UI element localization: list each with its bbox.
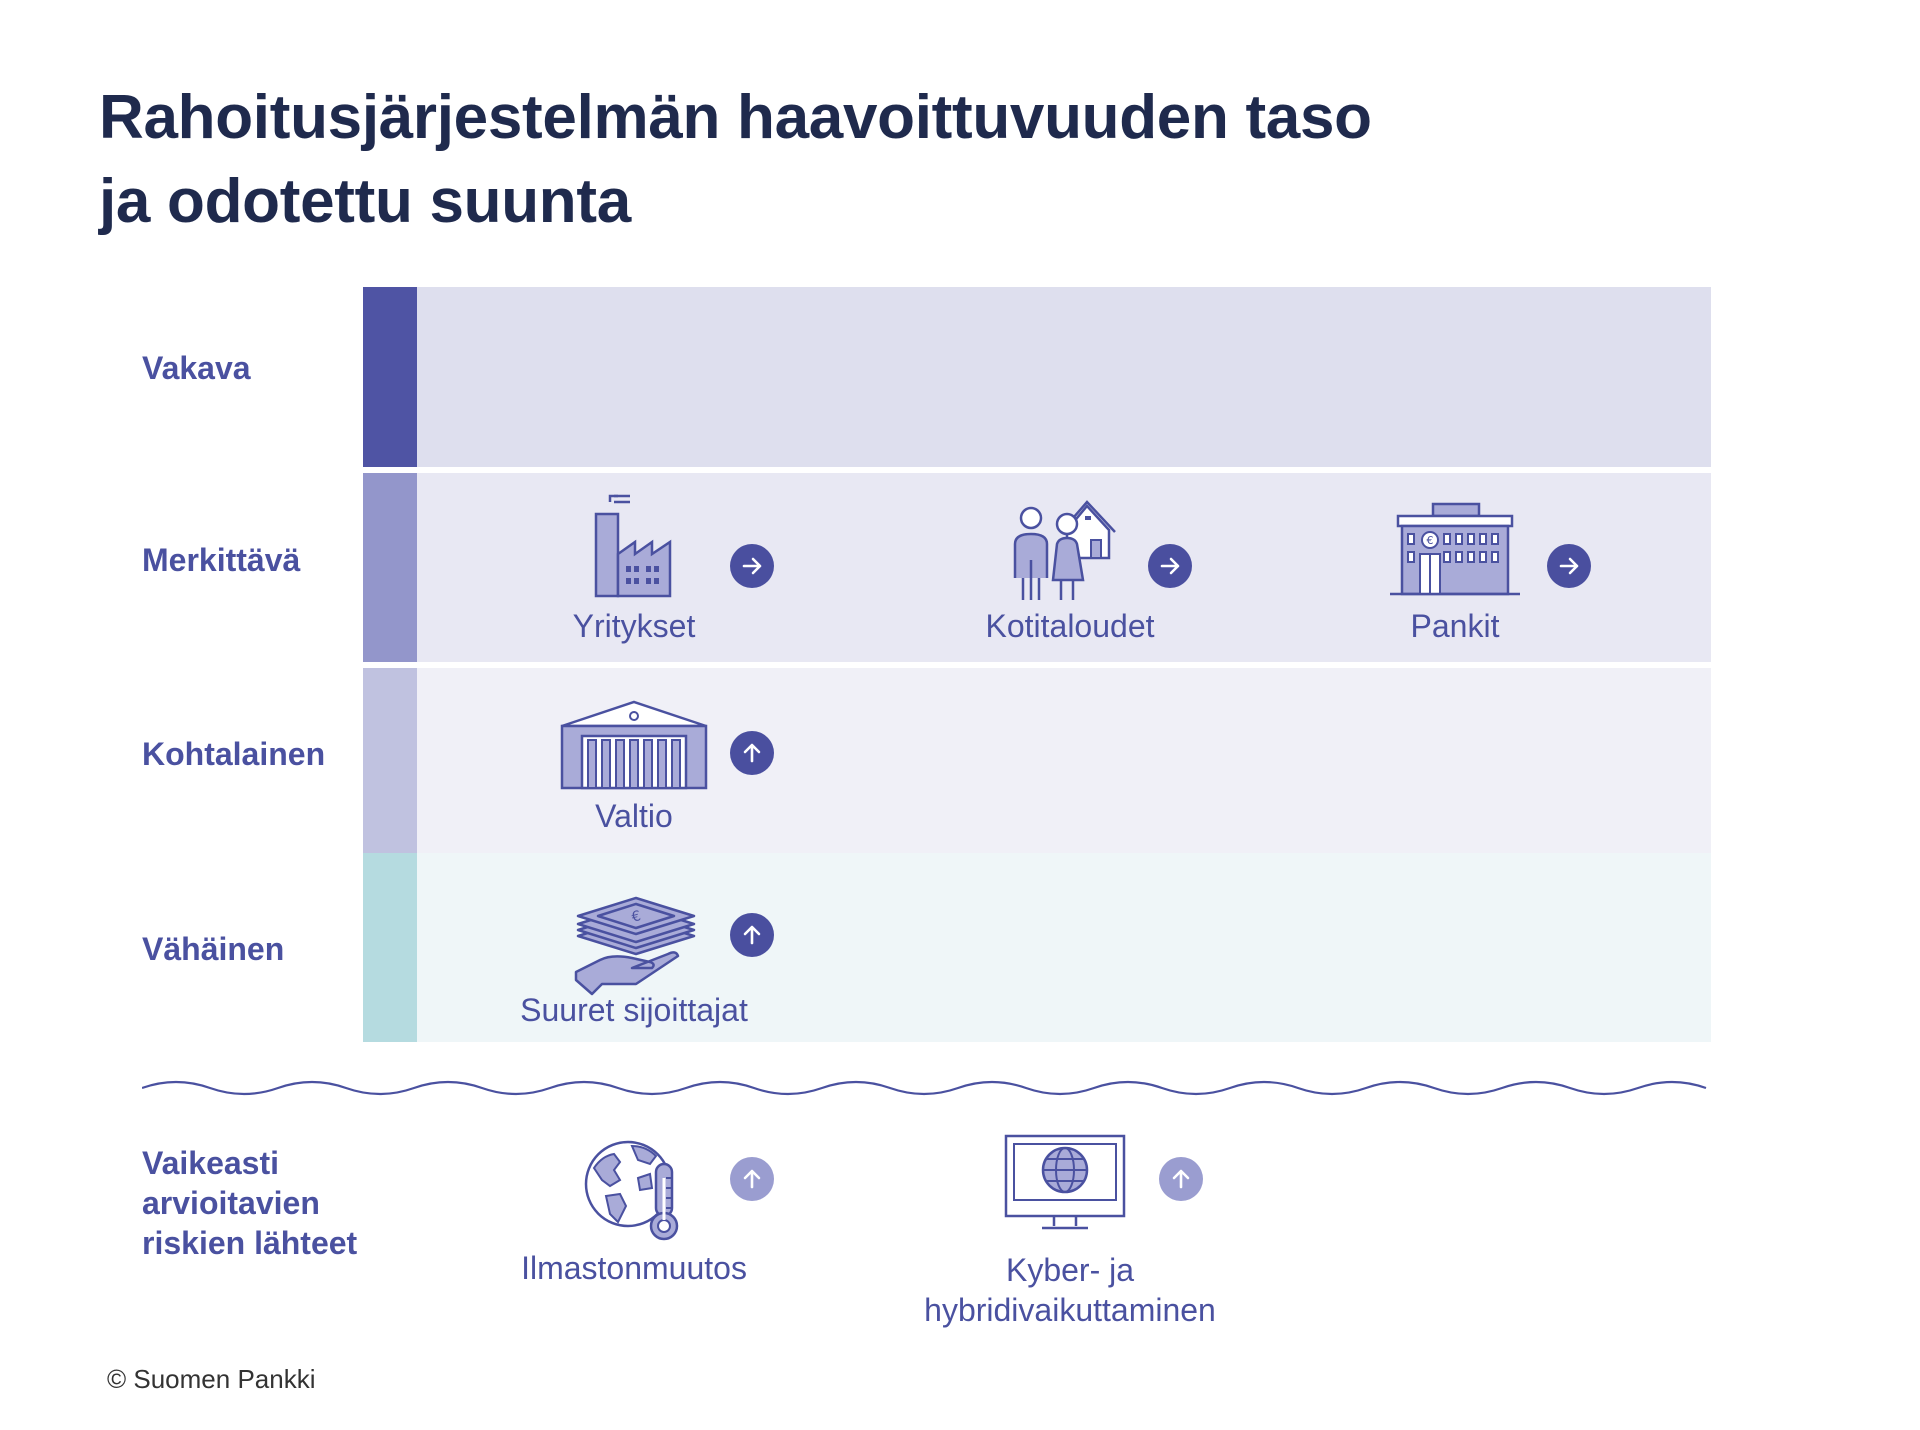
direction-up-icon-ilmastonmuutos: [730, 1157, 774, 1201]
band-vakava: [363, 287, 1711, 467]
fill-vakava: [417, 287, 1711, 467]
title-line-1: Rahoitusjärjestelmän haavoittuvuuden tas…: [99, 83, 1372, 152]
page-title: Rahoitusjärjestelmän haavoittuvuuden tas…: [99, 76, 1372, 244]
svg-text:€: €: [630, 908, 643, 926]
svg-text:€: €: [1427, 534, 1434, 547]
stripe-vahainen: [363, 853, 417, 1042]
item-label-valtio: Valtio: [595, 798, 673, 834]
wave-divider: [142, 1080, 1707, 1096]
monitor-globe-icon: [1004, 1134, 1126, 1230]
direction-up-icon-valtio: [730, 731, 774, 775]
item-label-kotitaloudet: Kotitaloudet: [985, 608, 1155, 644]
direction-up-icon-kyber: [1159, 1157, 1203, 1201]
stripe-kohtalainen: [363, 668, 417, 853]
item-label-kyber: Kyber- ja hybridivaikuttaminen: [880, 1250, 1260, 1330]
kyber-label-line-2: hybridivaikuttaminen: [924, 1292, 1216, 1328]
level-label-vakava: Vakava: [142, 350, 251, 386]
title-line-2: ja odotettu suunta: [99, 167, 631, 236]
item-label-suuret-sijoittajat: Suuret sijoittajat: [520, 992, 748, 1028]
level-label-kohtalainen: Kohtalainen: [142, 736, 326, 772]
risk-heading-line-1: Vaikeasti: [142, 1145, 279, 1181]
government-building-icon: [560, 700, 708, 790]
bank-icon: €: [1390, 502, 1520, 596]
kyber-label-line-1: Kyber- ja: [1005, 1252, 1135, 1288]
copyright: © Suomen Pankki: [107, 1364, 316, 1394]
money-hand-icon: €: [574, 896, 696, 996]
item-label-ilmastonmuutos: Ilmastonmuutos: [521, 1250, 747, 1286]
direction-right-icon-yritykset: [730, 544, 774, 588]
item-label-yritykset: Yritykset: [572, 608, 696, 644]
item-label-pankit: Pankit: [1410, 608, 1500, 644]
family-house-icon: [1013, 500, 1116, 600]
risk-sources-heading: Vaikeasti arvioitavien riskien lähteet: [142, 1143, 357, 1263]
stripe-merkittava: [363, 473, 417, 662]
direction-right-icon-pankit: [1547, 544, 1591, 588]
stripe-vakava: [363, 287, 417, 467]
risk-heading-line-3: riskien lähteet: [142, 1225, 358, 1261]
risk-heading-line-2: arvioitavien: [142, 1185, 320, 1221]
level-label-vahainen: Vähäinen: [142, 931, 285, 967]
direction-right-icon-kotitaloudet: [1148, 544, 1192, 588]
factory-icon: [594, 494, 672, 598]
globe-thermometer-icon: [584, 1140, 679, 1241]
direction-up-icon-suuret-sijoittajat: [730, 913, 774, 957]
level-label-merkittava: Merkittävä: [142, 542, 301, 578]
